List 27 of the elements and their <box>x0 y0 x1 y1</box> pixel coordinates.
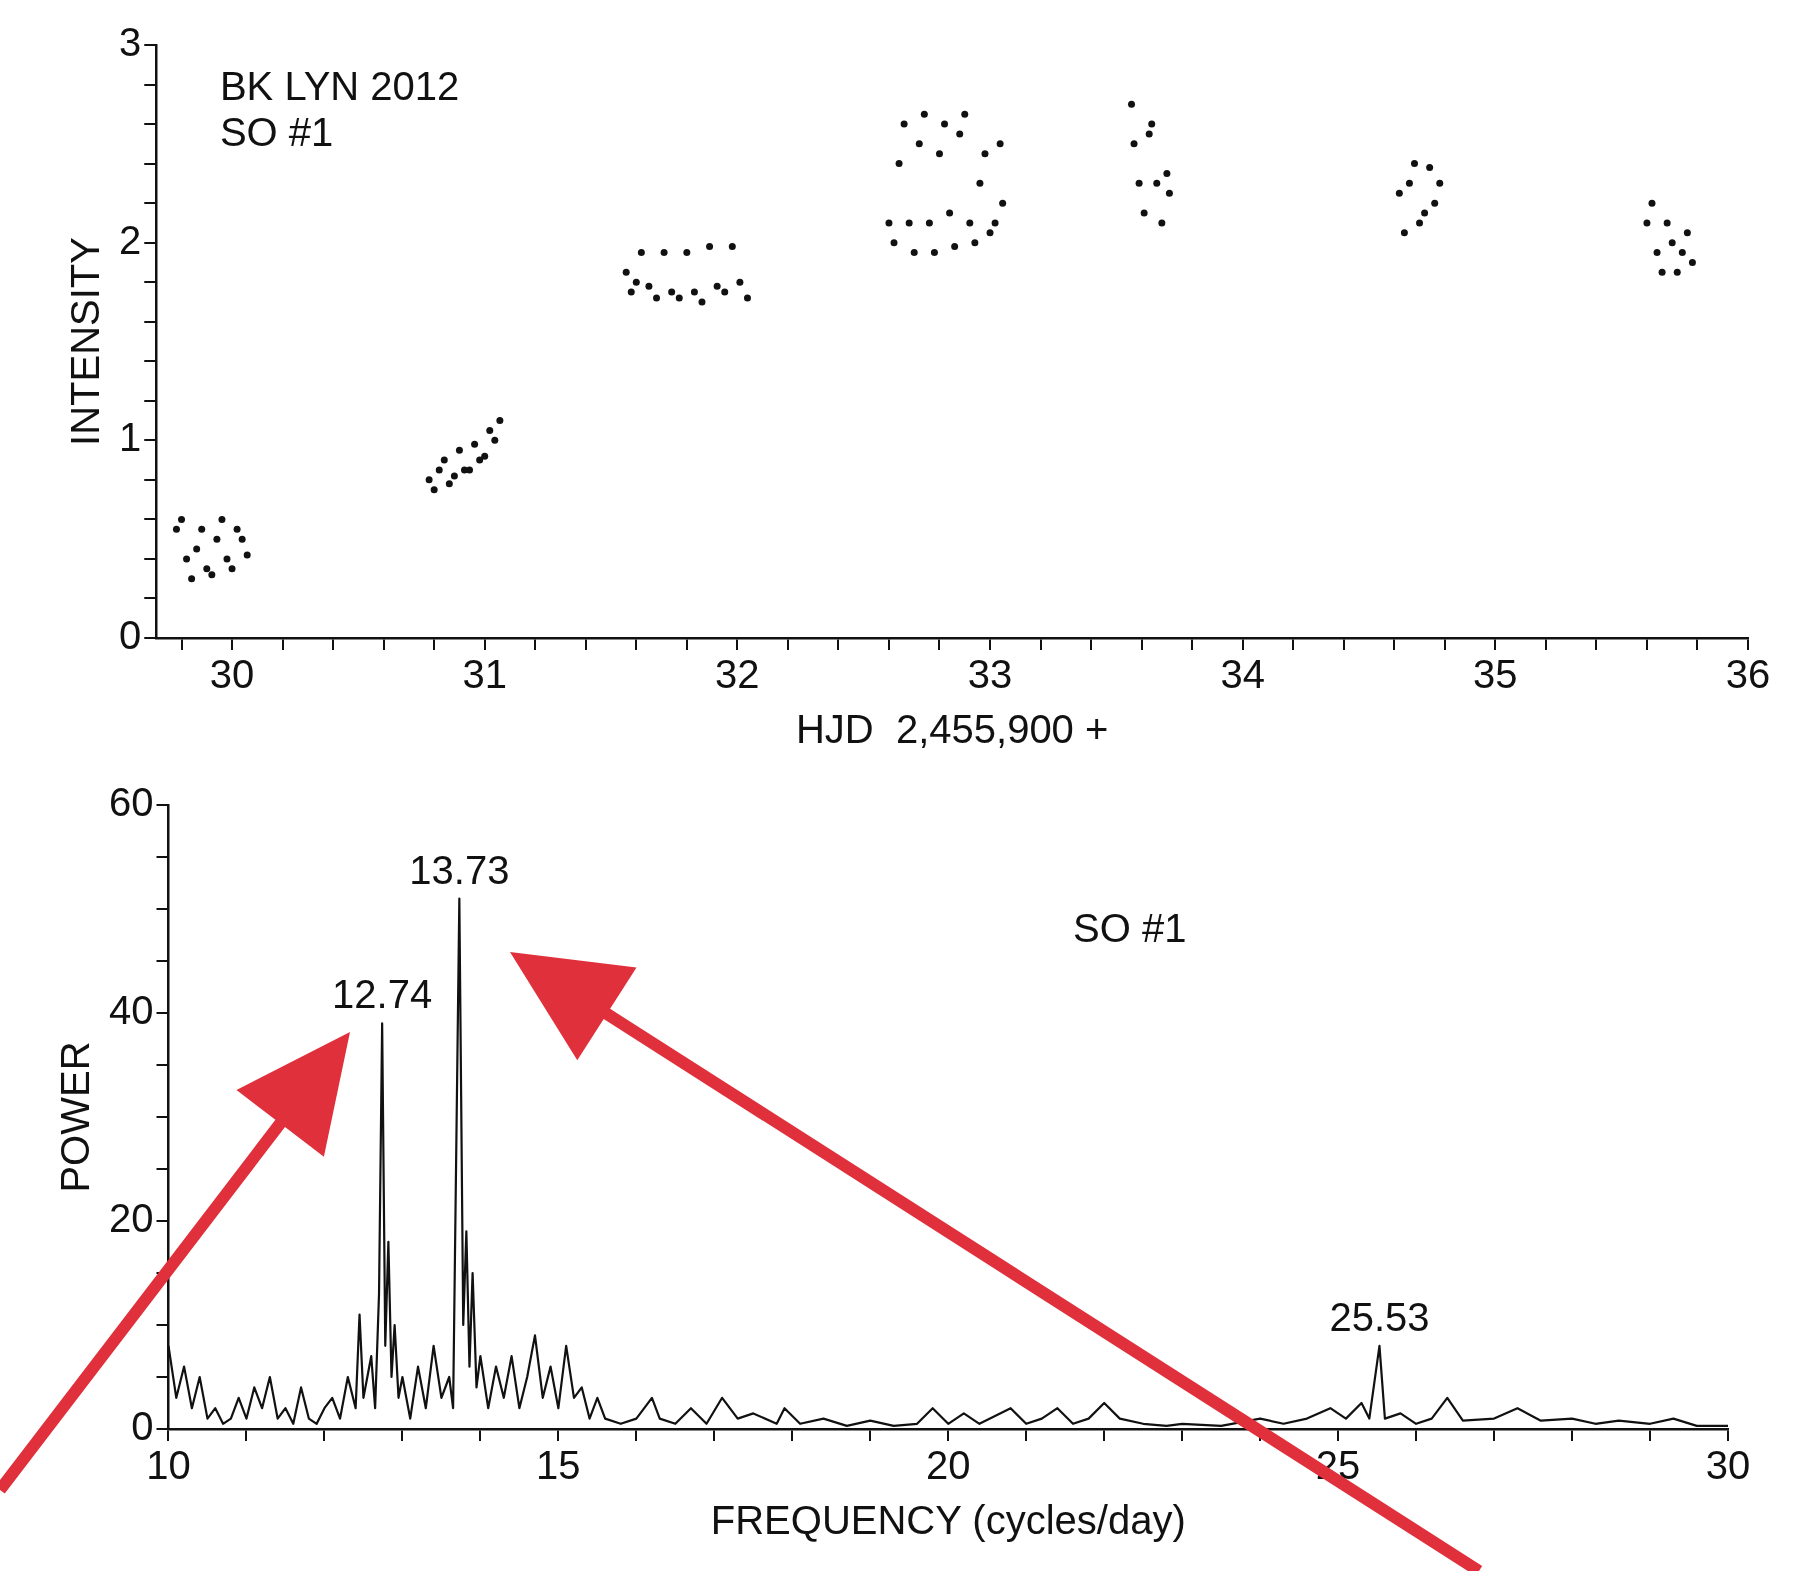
annotation: 25.53 <box>1329 1294 1430 1339</box>
x-tick-label: 33 <box>967 652 1013 697</box>
x-tick-label: 35 <box>1473 652 1518 697</box>
x-tick-label: 31 <box>462 652 507 697</box>
y-tick-label: 40 <box>108 988 154 1033</box>
x-tick-label: 36 <box>1725 652 1771 697</box>
x-axis-title: HJD 2,455,900 + <box>795 707 1109 752</box>
annotation: 13.73 <box>409 847 510 892</box>
annotation: BK LYN 2012 <box>219 63 460 108</box>
y-tick-label: 20 <box>108 1196 154 1241</box>
x-tick-label: 30 <box>209 652 255 697</box>
annotation: SO #1 <box>219 109 334 154</box>
y-axis-title: INTENSITY <box>63 237 108 446</box>
y-tick-label: 60 <box>108 780 154 825</box>
x-tick-label: 30 <box>1705 1443 1751 1488</box>
x-tick-label: 15 <box>536 1443 581 1488</box>
y-tick-label: 0 <box>119 613 142 658</box>
annotation: SO #1 <box>1073 906 1187 951</box>
x-tick-label: 32 <box>715 652 760 697</box>
x-tick-label: 34 <box>1220 652 1265 697</box>
annotation: 12.74 <box>332 972 433 1017</box>
y-tick-label: 1 <box>119 415 142 460</box>
y-axis-title: POWER <box>53 1041 98 1193</box>
x-tick-label: 20 <box>926 1443 971 1488</box>
x-axis-title: FREQUENCY (cycles/day) <box>710 1498 1186 1543</box>
y-tick-label: 2 <box>119 217 142 262</box>
y-tick-label: 3 <box>119 20 142 65</box>
